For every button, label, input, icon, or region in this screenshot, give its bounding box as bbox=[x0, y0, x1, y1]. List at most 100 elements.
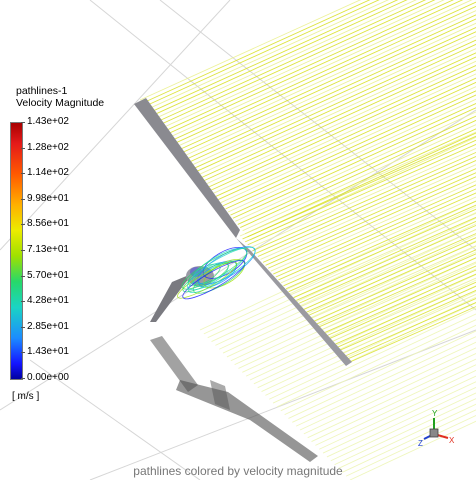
legend-tick-mark bbox=[21, 147, 25, 149]
pathline bbox=[240, 119, 476, 228]
pathline-reflection bbox=[338, 403, 476, 469]
pathline bbox=[329, 273, 476, 339]
pathline bbox=[171, 1, 476, 141]
pathline bbox=[181, 18, 476, 154]
pathline-reflection bbox=[345, 415, 476, 477]
pathline bbox=[285, 204, 476, 290]
pathline bbox=[260, 164, 476, 260]
legend-tick-label: 1.28e+02 bbox=[27, 141, 69, 153]
pathline bbox=[200, 52, 476, 179]
pathline-reflection bbox=[245, 268, 476, 377]
pathline bbox=[147, 0, 389, 110]
pathline bbox=[164, 0, 454, 132]
legend-tick-mark bbox=[21, 326, 25, 328]
legend-tick-mark bbox=[21, 122, 25, 123]
pathline bbox=[311, 245, 476, 319]
pathline-reflection bbox=[272, 307, 476, 404]
pathline bbox=[314, 249, 476, 322]
pathline bbox=[334, 281, 476, 345]
pathline-reflection bbox=[215, 223, 476, 346]
legend-title-line2: Velocity Magnitude bbox=[16, 97, 105, 109]
pathline bbox=[161, 0, 445, 129]
legend-tick-mark bbox=[21, 352, 25, 354]
pathline bbox=[319, 257, 476, 328]
pathline bbox=[220, 86, 476, 204]
shadow-fuselage bbox=[176, 380, 318, 462]
pathline-reflection bbox=[326, 386, 476, 458]
pathline bbox=[169, 0, 473, 138]
pathline-reflection bbox=[330, 392, 476, 462]
pathline-reflection bbox=[292, 336, 476, 423]
pathline bbox=[198, 48, 476, 176]
legend-tick-label: 2.85e+01 bbox=[27, 320, 69, 332]
pathline-reflection bbox=[234, 251, 476, 366]
pathline bbox=[267, 176, 476, 269]
pathline bbox=[139, 0, 362, 101]
pathline bbox=[252, 151, 476, 252]
pathline bbox=[205, 60, 476, 185]
pathline bbox=[232, 107, 476, 219]
legend-tick-label: 1.43e+02 bbox=[27, 116, 69, 127]
pathline bbox=[227, 98, 476, 213]
pathline-reflection bbox=[303, 353, 476, 435]
pathline-reflection bbox=[238, 257, 476, 369]
triad-x-label: X bbox=[449, 436, 455, 445]
legend-tick-mark bbox=[21, 378, 25, 379]
legend-title-line1: pathlines-1 bbox=[16, 85, 68, 97]
wing-left bbox=[150, 272, 196, 322]
pathline-reflection bbox=[242, 262, 476, 373]
pathline bbox=[278, 192, 476, 281]
legend-tick-label: 8.56e+01 bbox=[27, 218, 69, 230]
triad-cube bbox=[429, 428, 439, 438]
pathline bbox=[288, 208, 476, 293]
pathline bbox=[339, 289, 476, 351]
pathline bbox=[242, 124, 476, 232]
pathline bbox=[196, 43, 476, 172]
pathline-reflection bbox=[280, 319, 476, 412]
pathline bbox=[154, 0, 417, 120]
pathline bbox=[156, 0, 427, 123]
pathline bbox=[265, 172, 476, 266]
pathline bbox=[301, 229, 476, 307]
pathline bbox=[296, 220, 476, 301]
pathline bbox=[218, 81, 476, 200]
shadow-wing-right bbox=[210, 380, 230, 410]
grid-line bbox=[29, 359, 201, 480]
pathline bbox=[344, 297, 476, 357]
pathline bbox=[270, 180, 476, 272]
legend-tick-label: 9.98e+01 bbox=[27, 192, 69, 204]
legend-tick-label: 1.43e+01 bbox=[27, 346, 69, 358]
pathline bbox=[321, 261, 476, 331]
pathline bbox=[203, 56, 476, 182]
pathline bbox=[152, 0, 408, 116]
grid-line bbox=[0, 0, 231, 251]
wingtip-vortex bbox=[177, 246, 256, 300]
pathline bbox=[244, 139, 476, 243]
vortex-pathline bbox=[177, 261, 238, 299]
pathline bbox=[159, 0, 436, 126]
pathline bbox=[316, 253, 476, 325]
pathline bbox=[210, 69, 476, 191]
pathline bbox=[215, 77, 476, 197]
pathline bbox=[308, 241, 476, 316]
legend-tick-mark bbox=[21, 198, 25, 200]
pathline-reflection bbox=[322, 381, 476, 454]
grid-line bbox=[89, 0, 476, 311]
pathline bbox=[326, 269, 476, 337]
pathline bbox=[347, 302, 476, 360]
pathline-reflection bbox=[349, 420, 476, 480]
pathline bbox=[222, 90, 476, 207]
pathline bbox=[166, 0, 464, 135]
pathline bbox=[239, 131, 476, 237]
pathline bbox=[213, 73, 476, 194]
wing-right-leading-edge bbox=[134, 98, 240, 238]
figure-caption: pathlines colored by velocity magnitude bbox=[133, 464, 343, 478]
pathline bbox=[178, 14, 476, 151]
legend-tick-mark bbox=[21, 250, 25, 251]
pathline-reflection bbox=[249, 274, 476, 381]
axis-triad[interactable]: Y X Z bbox=[418, 408, 458, 448]
pathline bbox=[337, 285, 476, 348]
